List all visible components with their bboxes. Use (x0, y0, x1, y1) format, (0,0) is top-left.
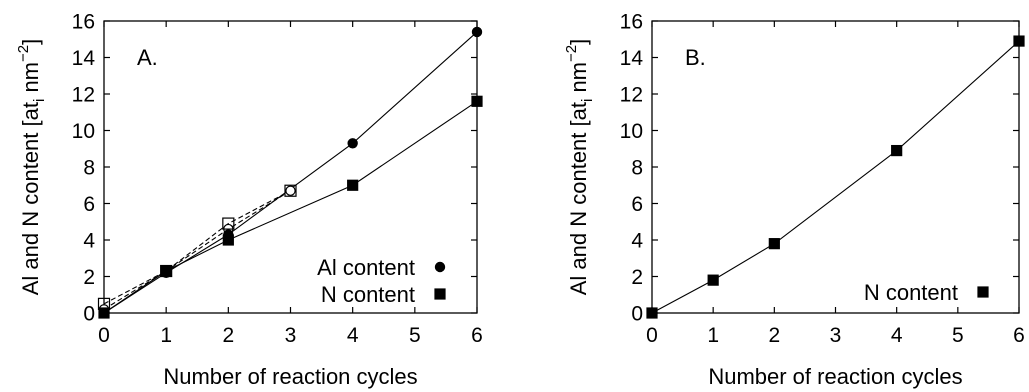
data-point (347, 138, 358, 149)
y-tick-label: 4 (631, 230, 643, 253)
data-point (1013, 35, 1025, 47)
series-line (103, 31, 478, 314)
data-point (222, 217, 235, 230)
x-tick-label: 2 (222, 324, 234, 347)
y-tick-label: 0 (631, 303, 643, 326)
x-tick-label: 1 (160, 324, 172, 347)
data-point (98, 307, 110, 319)
plot-frame (103, 20, 478, 314)
x-tick-label: 0 (646, 324, 658, 347)
data-point (284, 184, 297, 197)
y-tick-label: 4 (83, 230, 95, 253)
data-point (347, 179, 359, 191)
x-axis-title: Number of reaction cycles (163, 364, 417, 389)
data-point (471, 95, 483, 107)
legend-marker (977, 286, 989, 298)
data-point (707, 274, 719, 286)
y-tick-label: 10 (72, 120, 95, 143)
panel-label: B. (685, 45, 706, 70)
data-point (646, 307, 658, 319)
panel-label: A. (137, 45, 158, 70)
series-line (103, 190, 291, 305)
x-tick-label: 4 (891, 324, 903, 347)
legend-label: N content (321, 282, 415, 307)
y-tick-label: 6 (631, 193, 643, 216)
y-tick-label: 8 (83, 157, 95, 180)
y-tick-label: 2 (631, 266, 643, 289)
y-tick-label: 8 (631, 157, 643, 180)
x-axis-title: Number of reaction cycles (708, 364, 962, 389)
y-tick-label: 0 (83, 303, 95, 326)
legend-label: N content (864, 280, 958, 305)
legend-marker (434, 261, 446, 273)
y-tick-label: 16 (72, 11, 95, 34)
x-tick-label: 5 (952, 324, 964, 347)
y-tick-label: 16 (620, 11, 643, 34)
x-tick-label: 1 (707, 324, 719, 347)
data-point (285, 185, 296, 196)
y-tick-label: 12 (620, 84, 643, 107)
x-tick-label: 3 (830, 324, 842, 347)
x-tick-label: 3 (285, 324, 297, 347)
series-line (103, 100, 478, 314)
y-tick-label: 12 (72, 84, 95, 107)
y-tick-label: 14 (72, 47, 96, 70)
data-point (222, 234, 234, 246)
x-tick-label: 6 (1013, 324, 1025, 347)
y-tick-label: 14 (620, 47, 644, 70)
x-tick-label: 2 (768, 324, 780, 347)
y-tick-label: 2 (83, 266, 95, 289)
data-point (768, 238, 780, 250)
x-tick-label: 0 (98, 324, 110, 347)
series-line (103, 190, 291, 310)
y-axis-title: Al and N content [ati nm−2] (15, 39, 48, 296)
data-point (891, 144, 903, 157)
x-tick-label: 4 (347, 324, 359, 347)
series-line (651, 40, 1020, 314)
plot-frame (651, 20, 1020, 314)
y-tick-label: 6 (83, 193, 95, 216)
legend-marker (434, 288, 446, 300)
x-tick-label: 5 (409, 324, 421, 347)
x-tick-label: 6 (471, 324, 483, 347)
y-axis-title: Al and N content [ati nm−2] (563, 39, 596, 296)
y-tick-label: 10 (620, 120, 643, 143)
data-point (471, 26, 483, 38)
data-point (160, 265, 172, 277)
legend-label: Al content (317, 255, 415, 280)
